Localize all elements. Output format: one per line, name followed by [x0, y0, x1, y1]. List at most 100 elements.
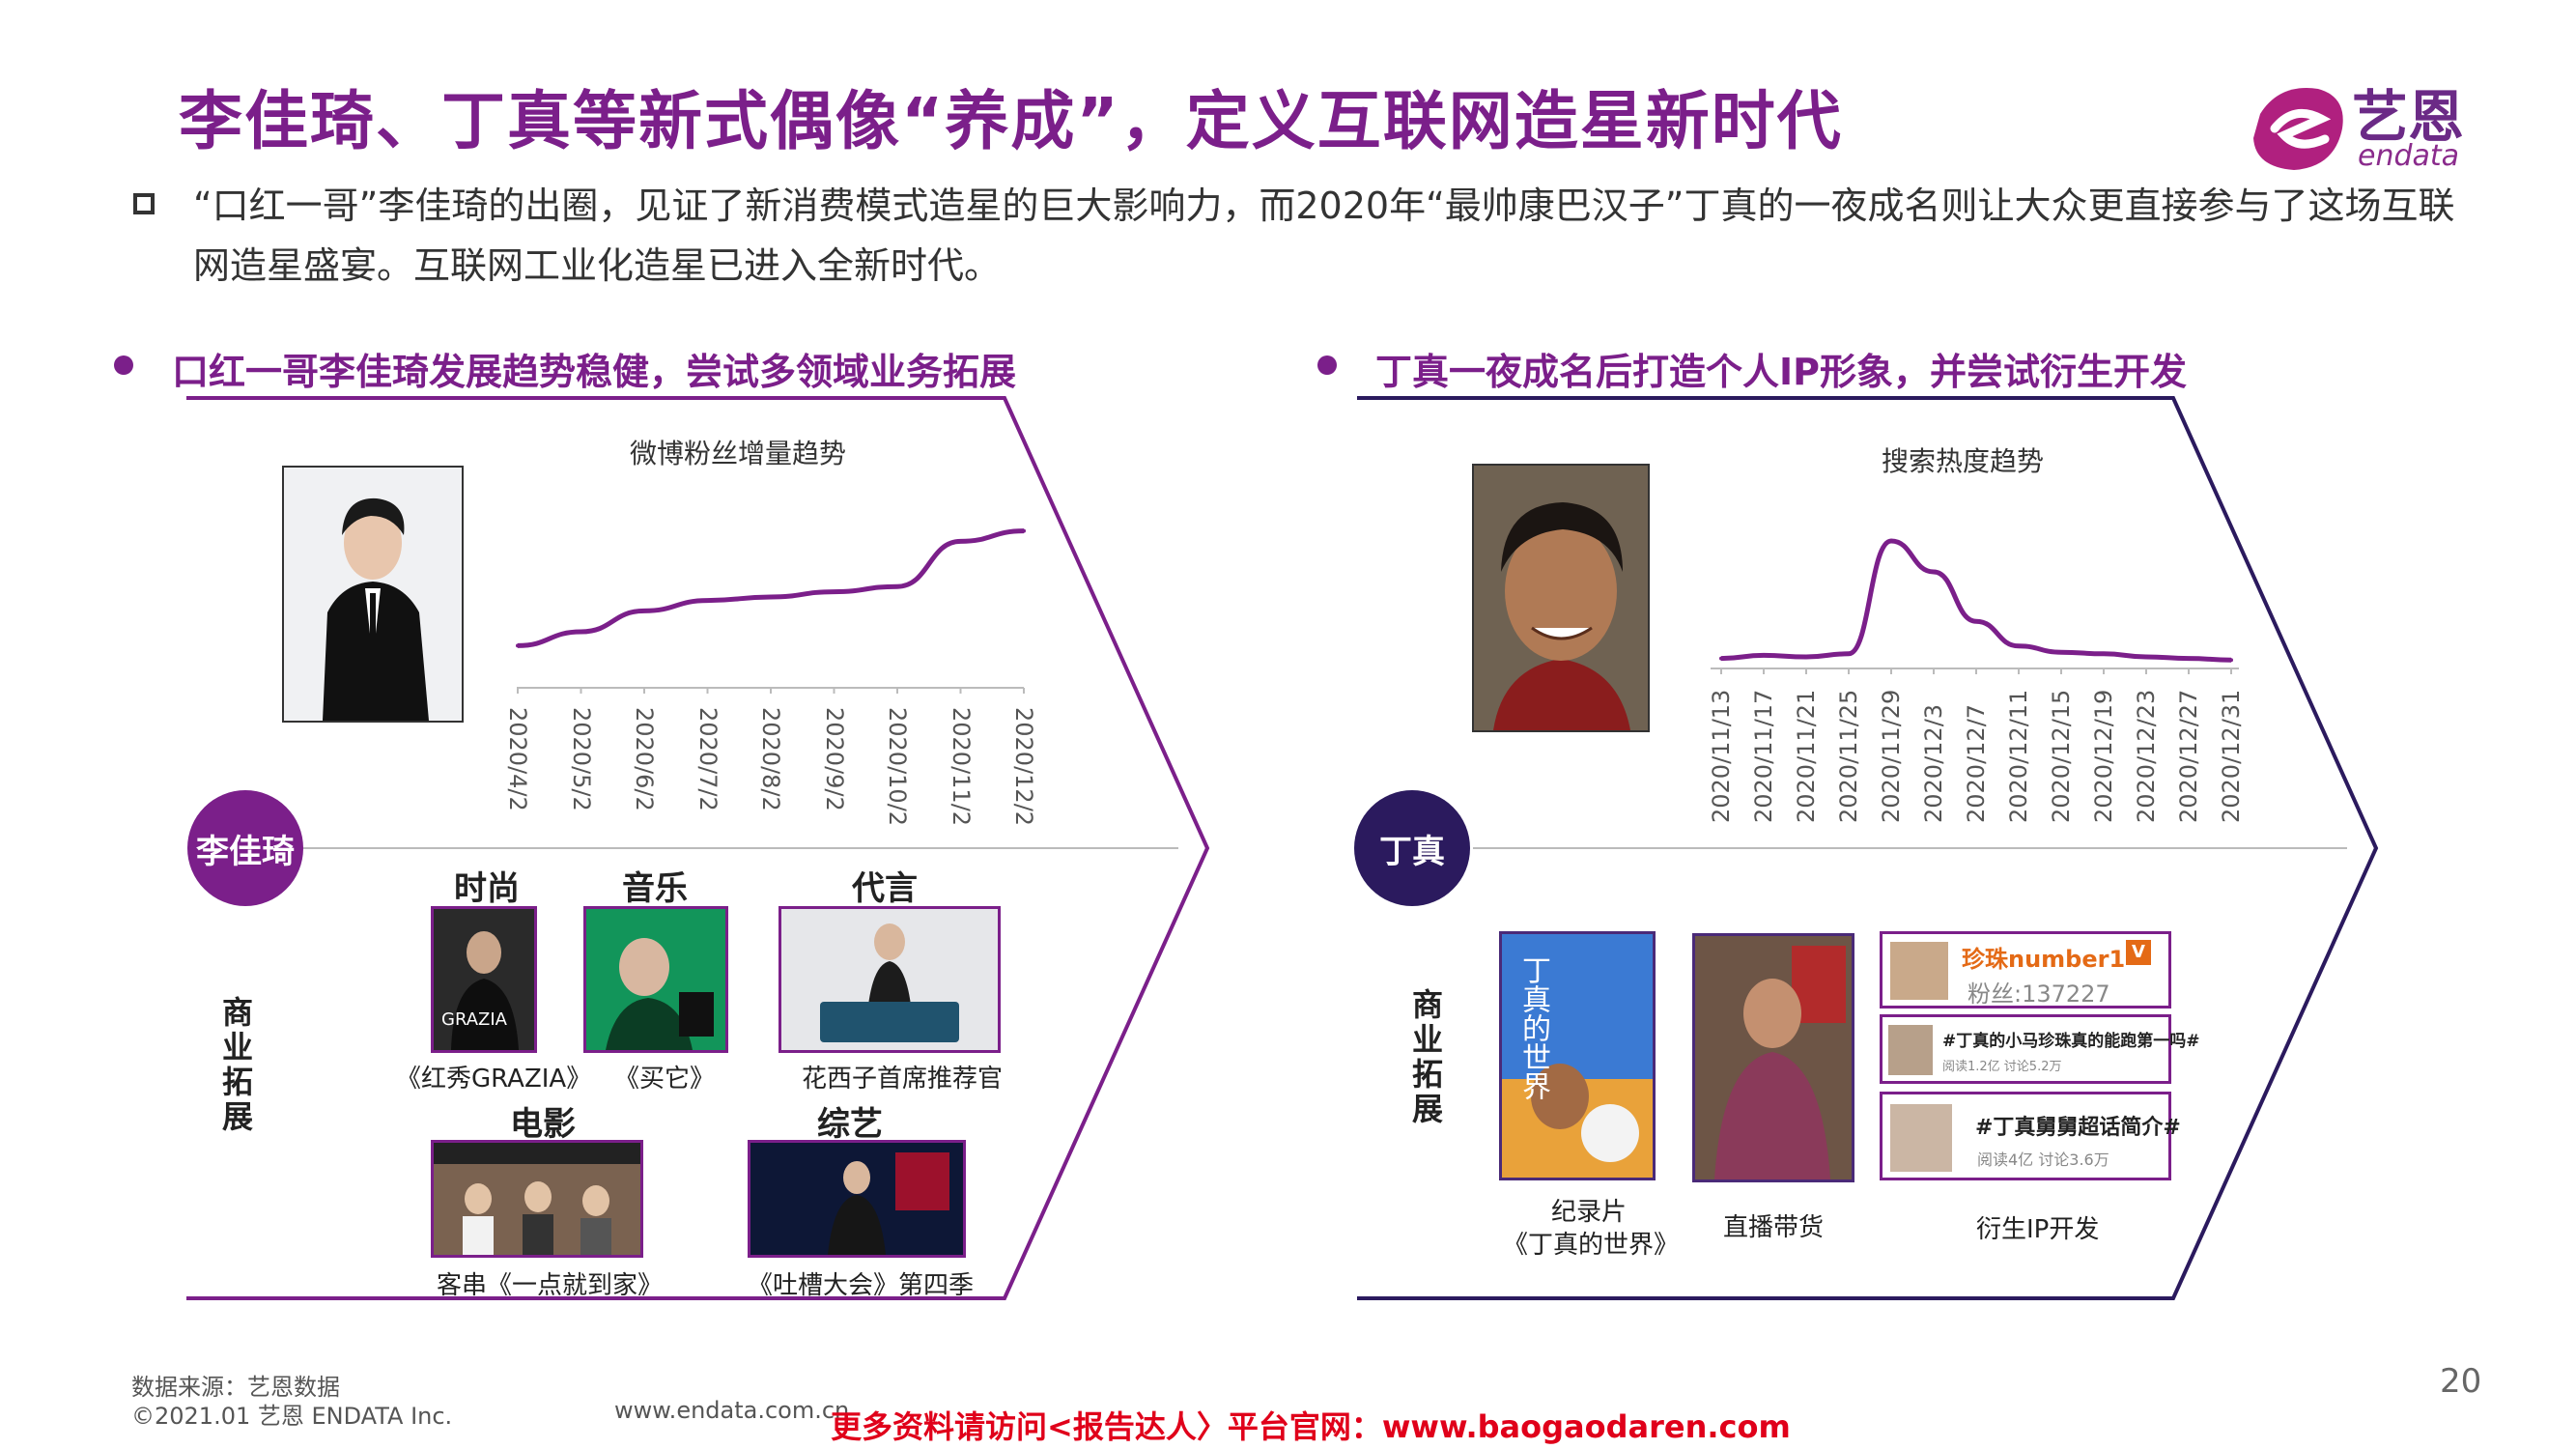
caption-documentary: 纪录片 [1551, 1198, 1628, 1227]
endata-logo: 艺恩 endata [2246, 75, 2497, 177]
maita-song-image [583, 906, 728, 1053]
weibo-topic-1-stats: 阅读1.2亿 讨论5.2万 [1942, 1060, 2062, 1074]
film-still-icon [434, 1143, 640, 1255]
chart-tick-label: 2020/12/23 [2133, 689, 2160, 823]
weibo-topic-2-stats: 阅读4亿 讨论3.6万 [1977, 1151, 2109, 1169]
caption-grazia: 《红秀GRAZIA》 [396, 1065, 592, 1094]
bullet-dot-icon [114, 355, 133, 375]
weibo-topic-2: #丁真舅舅超话简介# [1975, 1116, 2181, 1140]
weibo-topic-card-1: #丁真的小马珍珠真的能跑第一吗# 阅读1.2亿 讨论5.2万 [1880, 1014, 2200, 1084]
chart-tick-label: 2020/12/2 [1010, 707, 1037, 827]
promo-banner[interactable]: 更多资料请访问<报告达人〉平台官网：www.baogaodaren.com [831, 1408, 1791, 1445]
chart-point-2020/11/2 [958, 539, 963, 544]
chart-point-2020/11/21 [1804, 655, 1808, 659]
chart-point-2020/12/31 [2229, 658, 2233, 663]
chart-point-2020/10/2 [895, 584, 899, 589]
chart-point-2020/12/23 [2144, 655, 2148, 659]
li-jiaqi-photo [282, 466, 464, 723]
chart-point-2020/12/11 [2017, 643, 2021, 648]
caption-livestream: 直播带货 [1723, 1213, 1825, 1242]
chart-tick-label: 2020/10/2 [884, 707, 911, 827]
chart-point-2020/12/19 [2102, 651, 2106, 656]
chart-tick-label: 2020/12/3 [1920, 703, 1947, 823]
weibo-topic-1: #丁真的小马珍珠真的能跑第一吗# [1942, 1032, 2200, 1051]
left-expansion-label: 商业拓展 [221, 994, 253, 1135]
chart-2-plot [1711, 538, 2239, 674]
weibo-account-name: 珍珠number1 [1962, 946, 2126, 973]
variety-show-image [748, 1140, 966, 1258]
bullet-dot-icon [1317, 355, 1337, 375]
data-source: 数据来源：艺恩数据 [131, 1374, 340, 1401]
chart-point-2020/7/2 [705, 598, 710, 603]
svg-text:GRAZIA: GRAZIA [441, 1009, 508, 1030]
category-variety: 综艺 [817, 1105, 883, 1144]
chart-tick-label: 2020/11/25 [1835, 689, 1862, 823]
category-endorsement: 代言 [852, 869, 918, 908]
chart-1-title: 微博粉丝增量趋势 [630, 438, 847, 469]
chart-point-2020/5/2 [579, 630, 583, 634]
livestream-image [1692, 933, 1854, 1182]
chart-point-2020/11/17 [1762, 653, 1766, 658]
chart-tick-label: 2020/9/2 [820, 707, 848, 811]
topic-thumbnail [1890, 1104, 1952, 1172]
chart-tick-label: 2020/11/2 [947, 707, 975, 827]
chart-tick-label: 2020/12/27 [2175, 689, 2202, 823]
page-title: 李佳琦、丁真等新式偶像“养成”，定义互联网造星新时代 [179, 84, 1843, 158]
chart-tick-label: 2020/7/2 [694, 707, 722, 811]
website-link[interactable]: www.endata.com.cn [614, 1397, 850, 1424]
caption-huaxizi: 花西子首席推荐官 [802, 1065, 1004, 1094]
chart-point-2020/12/2 [1022, 528, 1026, 533]
chart-tick-label: 2020/11/13 [1708, 689, 1735, 823]
endata-logo-icon [2253, 88, 2343, 170]
caption-maita: 《买它》 [614, 1065, 716, 1094]
chart-tick-label: 2020/11/17 [1750, 689, 1777, 823]
chart-point-2020/6/2 [642, 609, 646, 613]
weibo-fans-count: 粉丝:137227 [1967, 980, 2110, 1008]
logo-en-text: endata [2358, 139, 2460, 173]
chart-tick-label: 2020/5/2 [567, 707, 595, 811]
chart-tick-label: 2020/11/21 [1793, 689, 1820, 823]
chart-point-2020/11/29 [1889, 539, 1893, 543]
chart-point-2020/12/15 [2059, 650, 2063, 655]
right-expansion-label: 商业拓展 [1411, 986, 1443, 1127]
person-badge-li-jiaqi: 李佳琦 [187, 790, 303, 906]
chart-point-2020/4/2 [516, 643, 520, 648]
huaxizi-ad-image [778, 906, 1001, 1053]
chart-tick-label: 2020/6/2 [631, 707, 658, 811]
variety-still-icon [750, 1143, 963, 1255]
caption-film-cameo: 客串《一点就到家》 [437, 1271, 664, 1300]
chart-point-2020/12/3 [1932, 570, 1936, 574]
chart-tick-label: 2020/12/7 [1963, 703, 1990, 823]
square-bullet-icon [133, 193, 155, 214]
grazia-cover-image: GRAZIA [431, 906, 537, 1053]
poster-title-text: 丁真的世界 [1516, 955, 1550, 1100]
chart-2-title: 搜索热度趋势 [1882, 445, 2045, 477]
chart-point-2020/8/2 [769, 595, 773, 599]
weibo-profile-card: 珍珠number1 V 粉丝:137227 [1880, 931, 2171, 1009]
chart-point-2020/9/2 [832, 589, 836, 594]
caption-ip-development: 衍生IP开发 [1976, 1215, 2100, 1244]
album-cover-icon [586, 909, 725, 1050]
chart-1-plot [516, 528, 1026, 694]
right-section-heading: 丁真一夜成名后打造个人IP形象，并尝试衍生开发 [1375, 351, 2187, 393]
page-number: 20 [2440, 1362, 2482, 1401]
chart-tick-label: 2020/12/19 [2090, 689, 2117, 823]
chart-point-2020/12/27 [2187, 656, 2191, 661]
weibo-topic-card-2: #丁真舅舅超话简介# 阅读4亿 讨论3.6万 [1880, 1092, 2181, 1180]
ding-zhen-photo [1472, 464, 1650, 732]
verified-v-icon: V [2126, 940, 2151, 965]
film-cameo-image [431, 1140, 643, 1258]
chart-tick-label: 2020/12/11 [2005, 689, 2032, 823]
chart-2-line [1720, 538, 2232, 663]
copyright: ©2021.01 艺恩 ENDATA Inc. [131, 1403, 453, 1430]
category-film: 电影 [510, 1105, 576, 1144]
topic-thumbnail [1888, 1025, 1933, 1075]
chart-point-2020/11/25 [1847, 651, 1851, 656]
person-portrait-icon [1474, 466, 1648, 730]
chart-tick-label: 2020/11/29 [1878, 689, 1905, 823]
chart-point-2020/11/13 [1719, 656, 1723, 661]
chart-tick-label: 2020/12/15 [2048, 689, 2075, 823]
chart-point-2020/12/7 [1974, 619, 1978, 624]
chart-tick-label: 2020/4/2 [504, 707, 531, 811]
